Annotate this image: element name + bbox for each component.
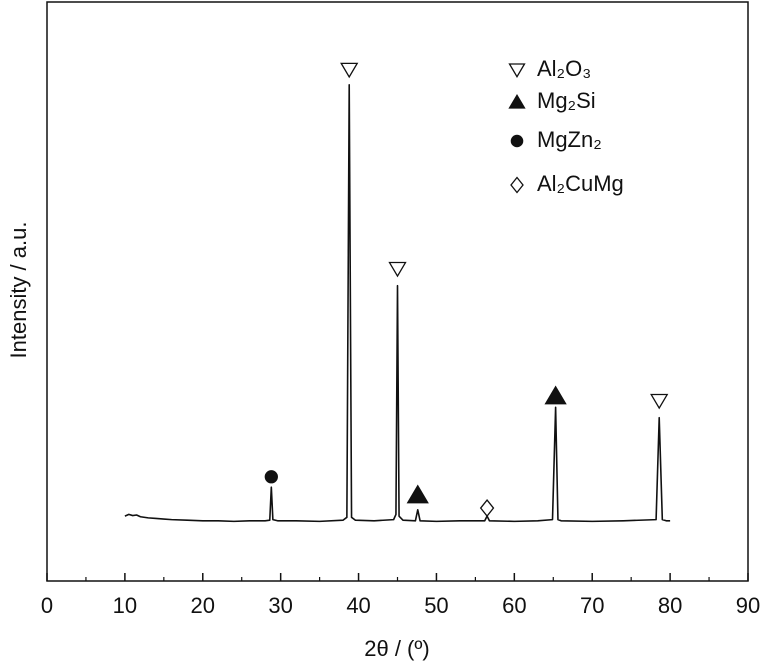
x-tick-label: 70 <box>580 593 604 618</box>
legend-symbol <box>508 93 526 109</box>
xrd-pattern <box>124 83 671 523</box>
x-tick-label: 80 <box>658 593 682 618</box>
peak-marker <box>479 499 495 518</box>
legend-label: MgZn₂ <box>537 127 602 152</box>
peak-marker <box>544 385 567 405</box>
x-tick-label: 10 <box>113 593 137 618</box>
legend-symbol <box>508 63 526 79</box>
x-tick-label: 50 <box>424 593 448 618</box>
x-tick-label: 20 <box>191 593 215 618</box>
legend-label: Mg₂Si <box>537 88 596 113</box>
y-axis-label: Intensity / a.u. <box>6 222 31 359</box>
peak-marker <box>650 393 669 410</box>
x-tick-label: 0 <box>41 593 53 618</box>
x-tick-label: 40 <box>346 593 370 618</box>
legend-label: Al₂O₃ <box>537 56 591 81</box>
x-tick-label: 30 <box>268 593 292 618</box>
peak-marker <box>388 261 407 278</box>
peak-marker <box>406 484 429 504</box>
legend-label: Al₂CuMg <box>537 171 624 196</box>
x-axis-label: 2θ / (º) <box>364 636 430 661</box>
peak-marker <box>340 62 359 79</box>
x-tick-label: 60 <box>502 593 526 618</box>
peak-marker <box>264 470 278 484</box>
x-tick-label: 90 <box>736 593 760 618</box>
legend-symbol <box>510 176 524 194</box>
legend-symbol <box>510 134 524 148</box>
